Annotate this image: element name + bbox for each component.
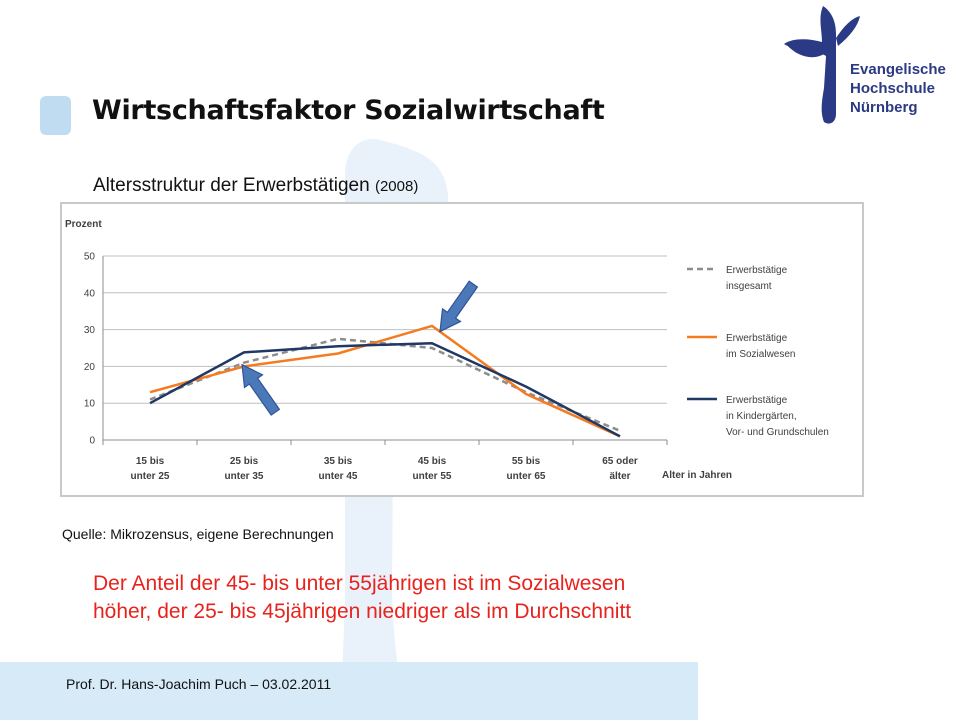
line-chart: Prozent 0 10 20 30 40 50 15 bis unter 25 25 bis un…	[65, 219, 829, 482]
x-tick-label: unter 25	[131, 471, 170, 482]
slide-title: Wirtschaftsfaktor Sozialwirtschaft	[92, 95, 605, 126]
key-finding: Der Anteil der 45- bis unter 55jährigen …	[93, 570, 631, 626]
series-line	[149, 341, 621, 438]
y-tick-label: 0	[89, 436, 95, 447]
x-tick-label: 25 bis	[230, 456, 259, 467]
legend-label: insgesamt	[726, 281, 772, 292]
legend-label: Erwerbstätige	[726, 395, 788, 406]
chart-frame: Prozent 0 10 20 30 40 50 15 bis unter 25 25 bis un…	[60, 202, 864, 497]
x-tick-label: 45 bis	[418, 456, 447, 467]
y-tick-label: 30	[84, 325, 96, 336]
footer-bar	[0, 662, 698, 720]
logo-line: Nürnberg	[850, 99, 918, 116]
x-tick-label: älter	[609, 471, 630, 482]
legend-label: Erwerbstätige	[726, 333, 788, 344]
y-tick-label: 50	[84, 252, 96, 263]
x-tick-label: unter 45	[319, 471, 358, 482]
legend-label: Erwerbstätige	[726, 265, 788, 276]
y-axis-label: Prozent	[65, 219, 102, 230]
y-tick-label: 10	[84, 399, 96, 410]
series-line	[149, 337, 621, 432]
x-axis-label: Alter in Jahren	[662, 470, 732, 481]
legend-label: Vor- und Grundschulen	[726, 427, 829, 438]
legend-label: in Kindergärten,	[726, 411, 797, 422]
x-tick-label: unter 65	[507, 471, 546, 482]
y-tick-label: 40	[84, 288, 96, 299]
x-tick-label: 55 bis	[512, 456, 541, 467]
legend-label: im Sozialwesen	[726, 349, 795, 360]
x-tick-label: unter 35	[225, 471, 264, 482]
university-logo-icon	[784, 6, 860, 124]
logo-text: Evangelische Hochschule Nürnberg	[850, 60, 946, 117]
annotation-arrow-icon	[439, 280, 479, 333]
subtitle-text: Altersstruktur der Erwerbstätigen	[93, 175, 370, 196]
logo-line: Hochschule	[850, 80, 936, 97]
x-tick-label: 35 bis	[324, 456, 353, 467]
source-note: Quelle: Mikrozensus, eigene Berechnungen	[62, 526, 334, 542]
title-accent-bar	[40, 96, 71, 135]
key-finding-line: höher, der 25- bis 45jährigen niedriger …	[93, 600, 632, 623]
x-tick-label: 65 oder	[602, 456, 638, 467]
x-tick-label: unter 55	[413, 471, 452, 482]
key-finding-line: Der Anteil der 45- bis unter 55jährigen …	[93, 572, 626, 595]
chart-subtitle: Altersstruktur der Erwerbstätigen (2008)	[93, 175, 418, 197]
logo-line: Evangelische	[850, 61, 946, 78]
y-tick-label: 20	[84, 362, 96, 373]
series-line	[149, 324, 621, 438]
subtitle-year: (2008)	[374, 178, 419, 195]
footer-author-date: Prof. Dr. Hans-Joachim Puch – 03.02.2011	[66, 676, 332, 692]
annotation-arrow-icon	[241, 363, 281, 416]
x-tick-label: 15 bis	[136, 456, 165, 467]
